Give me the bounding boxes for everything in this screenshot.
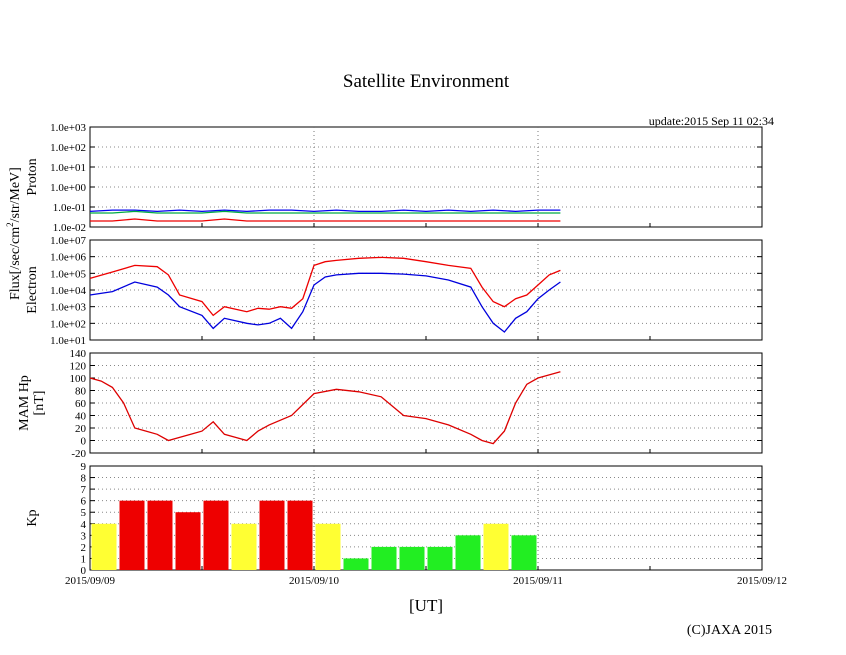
y-tick-label-magnetometer-0: -20 [71, 448, 86, 460]
y-tick-label-kp-4: 4 [81, 519, 87, 531]
series-line-electron-red [89, 256, 561, 317]
y-tick-label-electron-3: 1.0e+04 [50, 285, 86, 297]
kp-bar-6 [259, 500, 285, 570]
series-line-proton-red [90, 218, 561, 222]
kp-bar-9 [343, 558, 369, 570]
y-axis-label-kp-0: Kp [25, 509, 40, 526]
kp-bar-12 [427, 546, 453, 570]
panel-electron: 1.0e+01 1.0e+02 1.0e+03 1.0e+04 1.0e+05 1.0e+… [25, 235, 763, 347]
chart-title: Satellite Environment [343, 71, 510, 92]
y-tick-label-kp-5: 5 [81, 507, 87, 519]
y-tick-label-proton-3: 1.0e+01 [50, 162, 86, 174]
y-tick-label-magnetometer-8: 140 [70, 348, 87, 360]
x-tick-label-1: 2015/09/10 [289, 575, 340, 587]
kp-bar-10 [371, 546, 397, 570]
kp-bar-14 [483, 523, 509, 570]
y-tick-label-electron-5: 1.0e+06 [50, 252, 86, 264]
y-tick-label-electron-1: 1.0e+02 [50, 318, 86, 330]
kp-bar-8 [315, 523, 341, 570]
y-tick-label-proton-2: 1.0e+00 [50, 182, 86, 194]
flux-label-tail: /str/MeV] [8, 167, 23, 222]
update-timestamp: update:2015 Sep 11 02:34 [649, 114, 774, 128]
y-tick-label-kp-1: 1 [81, 553, 87, 565]
series-line-electron-blue [89, 272, 561, 333]
y-tick-label-magnetometer-3: 40 [75, 411, 87, 423]
y-tick-label-magnetometer-1: 0 [81, 436, 87, 448]
panels-group: 1.0e-021.0e-011.0e+001.0e+011.0e+021.0e+… [17, 122, 787, 587]
kp-bar-3 [175, 512, 201, 570]
y-tick-label-proton-5: 1.0e+03 [50, 122, 86, 134]
kp-bar-13 [455, 535, 481, 570]
series-line-proton-blue [89, 209, 561, 213]
series-line-magnetometer-Hp [89, 371, 561, 445]
y-tick-label-magnetometer-5: 80 [75, 386, 87, 398]
panel-proton: 1.0e-02 1.0e-01 1.0e+00 1.0e+01 1.0e+02 1.0e+… [25, 122, 763, 234]
y-tick-label-proton-0: 1.0e-02 [53, 222, 86, 234]
flux-label-main: Flux[/sec/cm [8, 227, 23, 300]
y-tick-label-electron-4: 1.0e+05 [50, 268, 86, 280]
kp-bar-11 [399, 546, 425, 570]
y-axis-label-electron-0: Electron [25, 266, 40, 313]
y-tick-label-magnetometer-2: 20 [75, 423, 87, 435]
kp-bar-15 [511, 535, 537, 570]
y-tick-label-magnetometer-7: 120 [70, 361, 87, 373]
y-tick-label-kp-3: 3 [81, 530, 87, 542]
y-tick-label-kp-0: 0 [81, 565, 87, 577]
y-tick-label-kp-2: 2 [81, 542, 87, 554]
kp-bar-1 [119, 500, 145, 570]
y-tick-label-kp-8: 8 [81, 473, 87, 485]
y-tick-label-electron-0: 1.0e+01 [50, 335, 86, 347]
kp-bar-7 [287, 500, 313, 570]
flux-label-sup: 2 [5, 222, 15, 227]
y-tick-label-proton-4: 1.0e+02 [50, 142, 86, 154]
x-tick-label-3: 2015/09/12 [737, 575, 787, 587]
kp-bar-2 [147, 500, 173, 570]
x-tick-label-2: 2015/09/11 [513, 575, 563, 587]
y-tick-label-kp-9: 9 [81, 461, 87, 473]
x-tick-label-0: 2015/09/09 [65, 575, 116, 587]
flux-axis-label: Flux[/sec/cm2/str/MeV] [5, 167, 23, 300]
series-line-proton-green [90, 210, 561, 214]
copyright: (C)JAXA 2015 [687, 623, 772, 638]
kp-bar-5 [231, 523, 257, 570]
kp-bar-4 [203, 500, 229, 570]
y-tick-label-kp-6: 6 [81, 496, 87, 508]
kp-bar-0 [91, 523, 117, 570]
y-axis-label-proton-0: Proton [25, 158, 40, 195]
y-axis-label-magnetometer-0: MAM Hp [17, 375, 32, 431]
y-tick-label-proton-1: 1.0e-01 [53, 202, 86, 214]
y-tick-label-kp-7: 7 [81, 484, 87, 496]
y-tick-label-magnetometer-4: 60 [75, 398, 87, 410]
y-tick-label-electron-6: 1.0e+07 [50, 235, 86, 247]
y-tick-label-electron-2: 1.0e+03 [50, 302, 86, 314]
x-axis-label: [UT] [409, 596, 443, 615]
y-tick-label-magnetometer-6: 100 [70, 373, 87, 385]
y-axis-label-magnetometer-1: [nT] [32, 391, 47, 416]
